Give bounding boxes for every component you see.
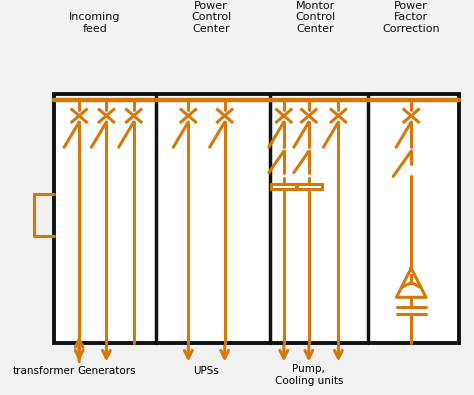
Text: Incoming
feed: Incoming feed: [69, 12, 121, 34]
Bar: [54, 94, 459, 343]
Text: Power
Factor
Correction: Power Factor Correction: [383, 0, 440, 34]
Text: UPSs: UPSs: [193, 367, 219, 376]
Text: Power
Control
Center: Power Control Center: [191, 0, 231, 34]
Text: Generators: Generators: [77, 367, 136, 376]
Text: Cooling units: Cooling units: [274, 376, 343, 386]
Text: Pump,: Pump,: [292, 365, 325, 374]
Text: Montor
Control
Center: Montor Control Center: [296, 0, 336, 34]
Text: transformer: transformer: [12, 367, 74, 376]
